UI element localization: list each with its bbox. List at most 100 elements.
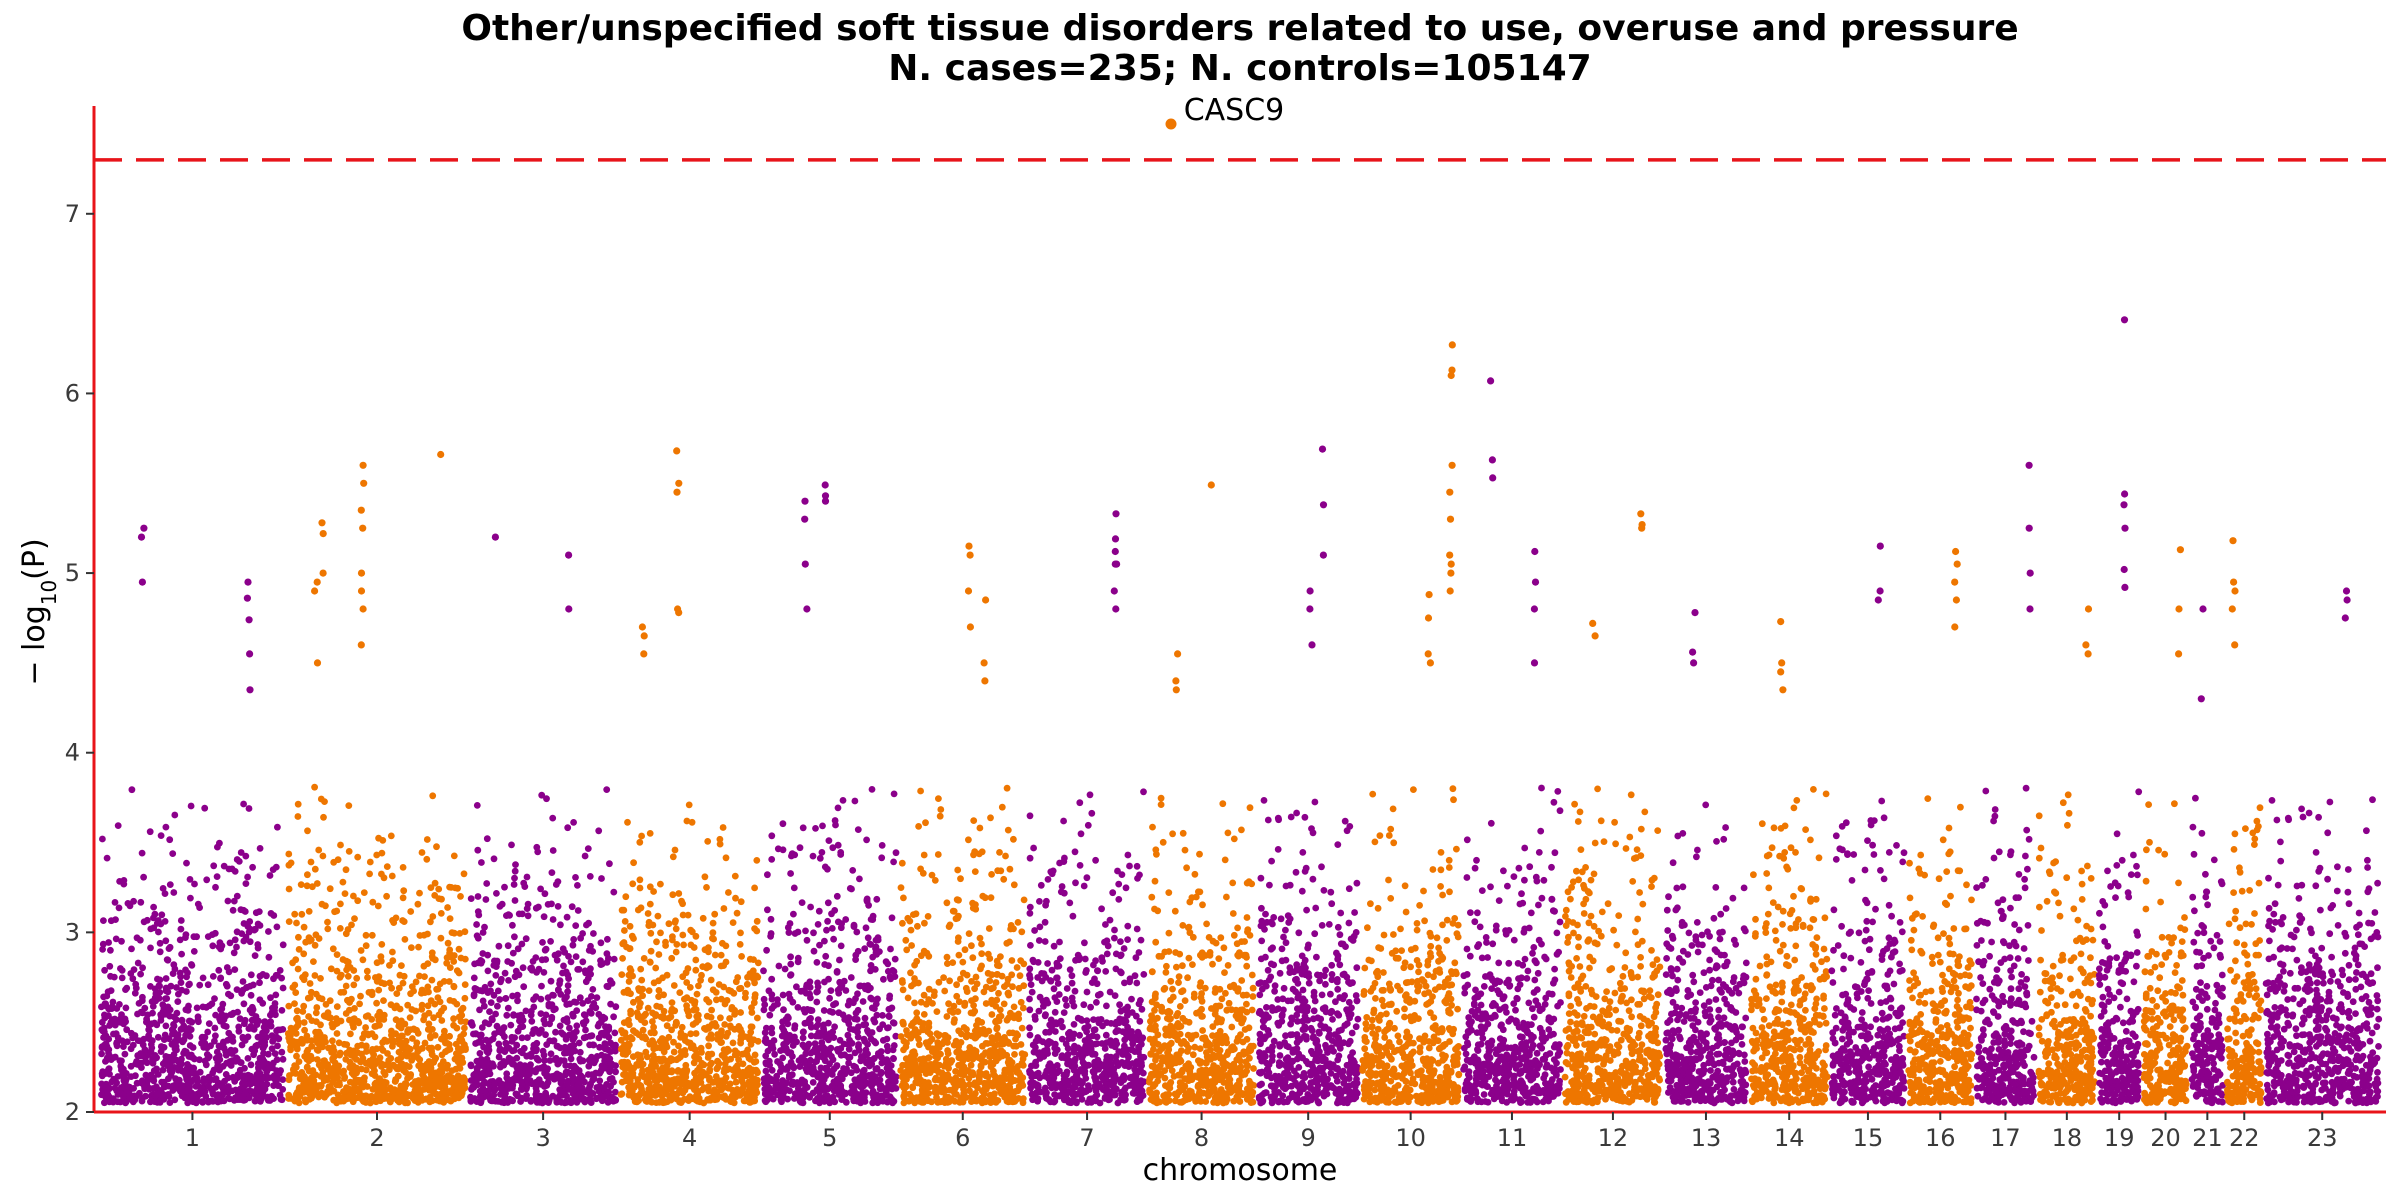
data-point (781, 965, 789, 973)
data-point (101, 1099, 108, 1107)
data-point (663, 971, 671, 979)
data-point (162, 987, 170, 995)
data-point (508, 841, 515, 849)
data-point (780, 1006, 787, 1014)
data-point (178, 1017, 186, 1025)
data-point (791, 1025, 798, 1032)
data-point (509, 949, 517, 957)
data-point (644, 1004, 652, 1012)
data-point (399, 979, 407, 987)
data-point (954, 1008, 962, 1015)
data-point (687, 1030, 695, 1038)
data-point (742, 1049, 749, 1057)
data-point (862, 1089, 870, 1096)
data-point (743, 980, 751, 988)
data-point (161, 1080, 168, 1088)
data-point (676, 989, 684, 996)
data-point (665, 920, 673, 928)
data-point (796, 1089, 804, 1097)
data-point (867, 967, 874, 975)
data-point (720, 962, 727, 969)
data-point (238, 1041, 246, 1049)
data-point (388, 984, 395, 992)
data-point (473, 802, 481, 809)
data-point (198, 1033, 206, 1041)
data-point (138, 849, 146, 857)
data-point (156, 976, 164, 984)
data-point (502, 1039, 510, 1047)
data-point (547, 977, 555, 985)
data-point (511, 933, 518, 941)
data-point (414, 900, 422, 908)
data-point (497, 978, 504, 986)
data-point (677, 1029, 685, 1037)
data-point (162, 975, 170, 982)
data-point (357, 992, 364, 1000)
data-point (1006, 865, 1014, 873)
data-point (598, 875, 605, 882)
data-point (215, 966, 223, 974)
data-point (891, 955, 899, 963)
data-point (477, 1099, 485, 1107)
data-point (515, 1068, 523, 1076)
data-point (294, 965, 302, 973)
data-point (988, 1034, 996, 1041)
data-point (278, 1007, 286, 1014)
data-point (479, 950, 487, 957)
data-point (111, 1084, 119, 1092)
data-point (836, 956, 843, 964)
data-point (414, 1082, 422, 1090)
data-point (947, 1076, 954, 1083)
data-point (501, 969, 509, 977)
data-point (768, 975, 776, 983)
data-point (991, 1072, 999, 1080)
data-point (856, 1082, 864, 1090)
data-point (243, 984, 250, 991)
data-point (173, 1034, 181, 1042)
data-point (530, 996, 537, 1003)
data-point (516, 1077, 524, 1084)
data-point (679, 931, 687, 939)
data-point (876, 1085, 884, 1093)
data-point (369, 898, 377, 906)
data-point (342, 982, 350, 990)
data-point (1062, 996, 1069, 1003)
data-point (639, 1067, 646, 1075)
data-point (423, 1095, 430, 1103)
data-point (199, 974, 207, 982)
data-point (815, 907, 823, 915)
data-point (380, 997, 387, 1004)
data-point (474, 1075, 481, 1083)
data-point (890, 858, 897, 866)
data-point (925, 1054, 933, 1061)
data-point (832, 1000, 840, 1007)
data-point (333, 951, 341, 958)
data-point (955, 1061, 962, 1069)
data-point (1020, 896, 1028, 904)
data-point (883, 1087, 890, 1094)
data-point (170, 961, 178, 969)
data-point (366, 870, 373, 878)
data-point (103, 854, 111, 862)
data-point (953, 896, 961, 904)
data-point (299, 1008, 307, 1015)
data-point (296, 1071, 304, 1079)
data-point (575, 1077, 583, 1084)
data-point (153, 1065, 161, 1073)
data-point (212, 883, 219, 891)
data-point (787, 1059, 795, 1066)
data-point (509, 921, 516, 929)
data-point (880, 975, 887, 983)
data-point (697, 976, 704, 984)
data-point (607, 1000, 614, 1008)
data-point (324, 918, 331, 926)
data-point (300, 1002, 308, 1010)
data-point (655, 977, 662, 985)
data-point (575, 966, 583, 973)
data-point (424, 983, 432, 991)
data-point (853, 1066, 861, 1074)
data-point (1000, 1000, 1008, 1008)
data-point (918, 1086, 926, 1094)
data-point (429, 1088, 437, 1096)
data-point (844, 1031, 852, 1039)
